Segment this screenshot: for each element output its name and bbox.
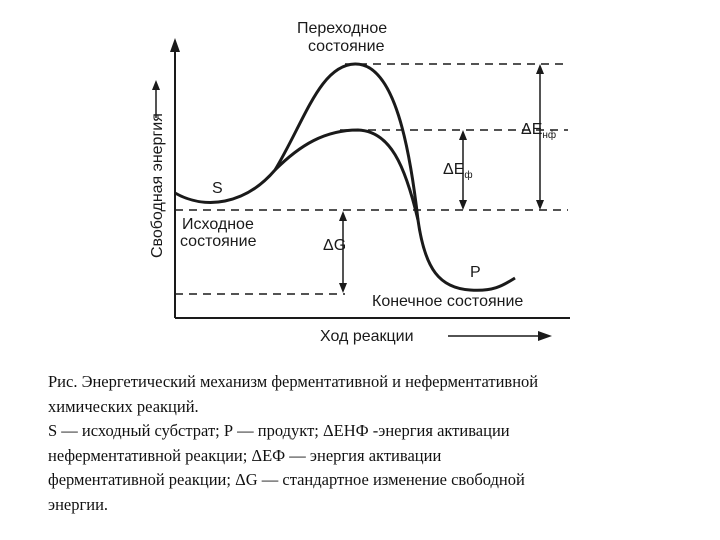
caption-line: энергии. (48, 494, 109, 514)
delta-e-nf-arrowhead-top (536, 64, 544, 74)
y-axis-label: Свободная энергия (149, 113, 166, 258)
x-axis-label: Ход реакции (320, 328, 414, 345)
delta-e-nf-arrowhead-bottom (536, 200, 544, 210)
transition-state-label-2: состояние (308, 38, 385, 55)
curve-nonenzymatic (174, 62, 516, 292)
substrate-label: S (212, 180, 223, 197)
energy-diagram: Свободная энергия Ход реакции ΔG ΔEф ΔEн… (149, 20, 570, 345)
caption-line: неферментативной реакции; ΔЕФ — энергия … (48, 445, 442, 465)
delta-e-f-arrowhead-bottom (459, 200, 467, 210)
curve-enzymatic (273, 128, 420, 221)
initial-state-label-2: состояние (180, 233, 257, 250)
product-label: P (470, 264, 481, 281)
delta-e-nf-label: ΔEнф (521, 121, 556, 141)
caption-line: S — исходный субстрат; Р — продукт; ΔЕНФ… (48, 421, 510, 440)
final-state-label: Конечное состояние (372, 293, 523, 310)
figure-caption: Рис. Энергетический механизм ферментатив… (48, 370, 688, 517)
caption-line: Рис. Энергетический механизм ферментатив… (48, 372, 539, 391)
y-label-arrowhead (152, 80, 160, 90)
delta-g-label: ΔG (323, 237, 346, 254)
x-label-arrowhead (538, 331, 552, 341)
delta-e-f-arrowhead-top (459, 130, 467, 140)
initial-state-label-1: Исходное (182, 216, 254, 233)
delta-e-f-label: ΔEф (443, 161, 473, 181)
transition-state-label-1: Переходное (297, 20, 387, 37)
delta-g-arrowhead-bottom (339, 283, 347, 293)
caption-line: химических реакций. (48, 396, 199, 416)
caption-line: ферментативной реакции; ΔG — стандартное… (48, 470, 525, 489)
delta-g-arrowhead-top (339, 211, 347, 221)
y-axis-arrow (170, 38, 180, 52)
